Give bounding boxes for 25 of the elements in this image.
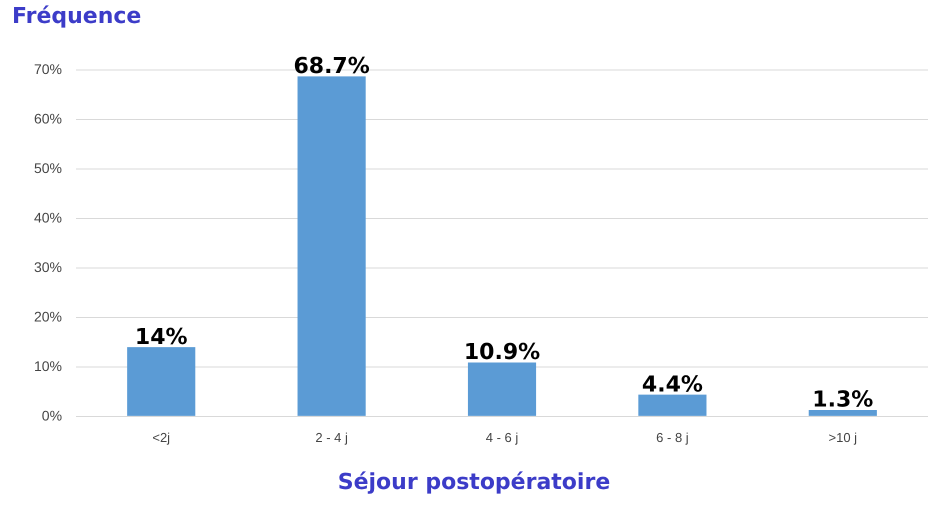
y-tick-label: 70% (34, 60, 62, 77)
y-tick-label: 60% (34, 110, 62, 126)
x-tick-label: 2 - 4 j (315, 430, 348, 445)
y-tick-label: 30% (34, 258, 62, 275)
y-tick-label: 10% (34, 358, 62, 374)
bar (808, 410, 877, 416)
data-label: 68.7% (293, 54, 370, 80)
bar (298, 76, 366, 416)
y-tick-label: 40% (34, 209, 62, 226)
data-label: 14% (134, 324, 188, 350)
x-axis-title: Séjour postopératoire (336, 470, 612, 495)
data-label: 10.9% (464, 340, 540, 366)
bar (638, 394, 706, 416)
x-tick-label: 6 - 8 j (656, 430, 689, 445)
x-tick-label: <2j (152, 430, 170, 445)
data-label: 1.3% (812, 388, 874, 413)
x-tick-label: 4 - 6 j (486, 430, 518, 445)
x-tick-label: >10 j (828, 430, 858, 445)
bar (468, 362, 536, 416)
y-axis-title: Fréquence (12, 4, 142, 29)
bar (127, 347, 196, 416)
y-tick-label: 0% (42, 407, 62, 424)
y-tick-label: 50% (34, 160, 62, 176)
y-tick-label: 20% (34, 308, 62, 324)
data-label: 4.4% (642, 372, 703, 398)
